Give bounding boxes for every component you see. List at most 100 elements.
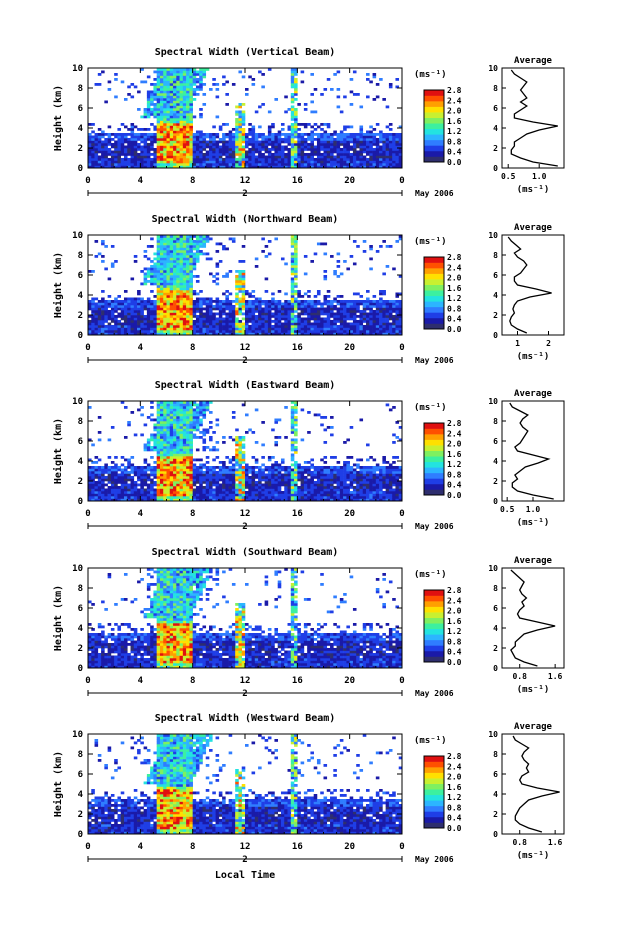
heatmap-cell xyxy=(114,161,118,164)
heatmap-cell xyxy=(189,121,193,124)
colorbar-tick-label: 2.0 xyxy=(447,274,462,283)
heatmap-cell xyxy=(235,141,239,144)
colorbar-swatch xyxy=(424,112,444,118)
heatmap-cell xyxy=(150,101,154,104)
heatmap-cell xyxy=(98,325,102,328)
heatmap-cell xyxy=(170,491,174,494)
heatmap-cell xyxy=(248,308,252,311)
heatmap-cell xyxy=(314,128,318,131)
heatmap-cell xyxy=(340,313,344,316)
heatmap-cell xyxy=(193,93,197,96)
heatmap-cell xyxy=(117,469,121,472)
heatmap-cell xyxy=(170,238,174,241)
heatmap-cell xyxy=(183,265,187,268)
heatmap-cell xyxy=(160,424,164,427)
heatmap-cell xyxy=(157,406,161,409)
heatmap-cell xyxy=(255,146,259,149)
heatmap-cell xyxy=(284,325,288,328)
colorbar-swatch xyxy=(424,129,444,135)
heatmap-cell xyxy=(301,330,305,333)
heatmap-cell xyxy=(291,308,295,311)
heatmap-cell xyxy=(176,424,180,427)
heatmap-cell xyxy=(353,151,357,154)
heatmap-cell xyxy=(392,143,396,146)
heatmap-cell xyxy=(144,303,148,306)
heatmap-cell xyxy=(330,325,334,328)
heatmap-cell xyxy=(327,151,331,154)
heatmap-cell xyxy=(379,133,383,136)
heatmap-cell xyxy=(121,161,125,164)
heatmap-cell xyxy=(167,270,171,273)
heatmap-cell xyxy=(189,419,193,422)
heatmap-cell xyxy=(173,143,177,146)
heatmap-cell xyxy=(170,280,174,283)
heatmap-cell xyxy=(330,313,334,316)
heatmap-cell xyxy=(324,131,328,134)
heatmap-cell xyxy=(170,76,174,79)
heatmap-cell xyxy=(301,81,305,84)
heatmap-cell xyxy=(395,323,399,326)
heatmap-cell xyxy=(389,328,393,331)
heatmap-cell xyxy=(189,263,193,266)
heatmap-cell xyxy=(235,111,239,114)
heatmap-cell xyxy=(124,474,128,477)
heatmap-cell xyxy=(144,469,148,472)
heatmap-cell xyxy=(186,263,190,266)
heatmap-cell xyxy=(212,481,216,484)
heatmap-cell xyxy=(369,248,373,251)
heatmap-cell xyxy=(124,496,128,499)
heatmap-cell xyxy=(392,330,396,333)
heatmap-cell xyxy=(163,93,167,96)
heatmap-cell xyxy=(124,320,128,323)
heatmap-cell xyxy=(111,163,115,166)
heatmap-cell xyxy=(219,320,223,323)
heatmap-cell xyxy=(186,86,190,89)
heatmap-cell xyxy=(163,141,167,144)
heatmap-cell xyxy=(307,300,311,303)
heatmap-cell xyxy=(193,71,197,74)
heatmap-cell xyxy=(98,138,102,141)
heatmap-cell xyxy=(147,298,151,301)
heatmap-cell xyxy=(271,148,275,151)
heatmap-cell xyxy=(337,88,341,91)
heatmap-cell xyxy=(180,113,184,116)
heatmap-cell xyxy=(170,108,174,111)
heatmap-cell xyxy=(369,156,373,159)
heatmap-cell xyxy=(216,328,220,331)
heatmap-cell xyxy=(88,406,92,409)
heatmap-cell xyxy=(163,113,167,116)
heatmap-cell xyxy=(108,489,112,492)
heatmap-cell xyxy=(212,459,216,462)
heatmap-cell xyxy=(389,300,393,303)
heatmap-cell xyxy=(235,278,239,281)
heatmap-cell xyxy=(193,313,197,316)
heatmap-cell xyxy=(98,313,102,316)
heatmap-cell xyxy=(160,245,164,248)
heatmap-cell xyxy=(150,481,154,484)
heatmap-cell xyxy=(359,156,363,159)
heatmap-cell xyxy=(216,330,220,333)
heatmap-cell xyxy=(157,295,161,298)
heatmap-cell xyxy=(163,481,167,484)
heatmap-cell xyxy=(150,273,154,276)
heatmap-cell xyxy=(199,245,203,248)
heatmap-cell xyxy=(271,320,275,323)
heatmap-cell xyxy=(199,330,203,333)
heatmap-cell xyxy=(173,323,177,326)
heatmap xyxy=(88,235,402,335)
heatmap-cell xyxy=(173,486,177,489)
heatmap-cell xyxy=(157,300,161,303)
heatmap-cell xyxy=(173,411,177,414)
heatmap-cell xyxy=(183,449,187,452)
heatmap-cell xyxy=(232,310,236,313)
heatmap-cell xyxy=(173,138,177,141)
heatmap-cell xyxy=(95,325,99,328)
heatmap-cell xyxy=(160,260,164,263)
heatmap-cell xyxy=(229,313,233,316)
heatmap-cell xyxy=(202,308,206,311)
heatmap-cell xyxy=(304,138,308,141)
heatmap-cell xyxy=(127,146,131,149)
heatmap-cell xyxy=(193,265,197,268)
heatmap-cell xyxy=(206,158,210,161)
heatmap-cell xyxy=(183,268,187,271)
